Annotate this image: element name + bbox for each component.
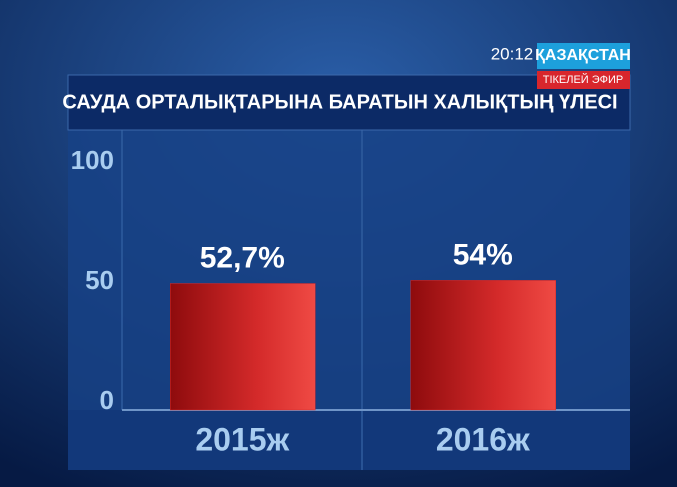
channel-name: ҚАЗАҚСТАН — [535, 47, 631, 64]
bar — [410, 280, 556, 411]
channel-logo — [537, 43, 630, 69]
value-label: 52,7% — [200, 241, 285, 274]
category-panel — [68, 410, 630, 470]
x-tick-label: 2015ж — [195, 421, 289, 457]
value-label: 54% — [453, 238, 513, 271]
live-badge — [537, 71, 630, 89]
live-label: ТІКЕЛЕЙ ЭФИР — [543, 73, 624, 86]
y-tick-label: 100 — [71, 145, 114, 175]
chart-title: САУДА ОРТАЛЫҚТАРЫНА БАРАТЫН ХАЛЫҚТЫҢ ҮЛЕ… — [62, 91, 617, 113]
title-bar — [67, 74, 631, 131]
x-tick-label: 2016ж — [436, 421, 530, 457]
clock: 20:12 — [491, 44, 534, 63]
y-tick-label: 50 — [85, 265, 114, 295]
y-tick-label: 0 — [100, 385, 114, 415]
bar — [170, 283, 316, 411]
